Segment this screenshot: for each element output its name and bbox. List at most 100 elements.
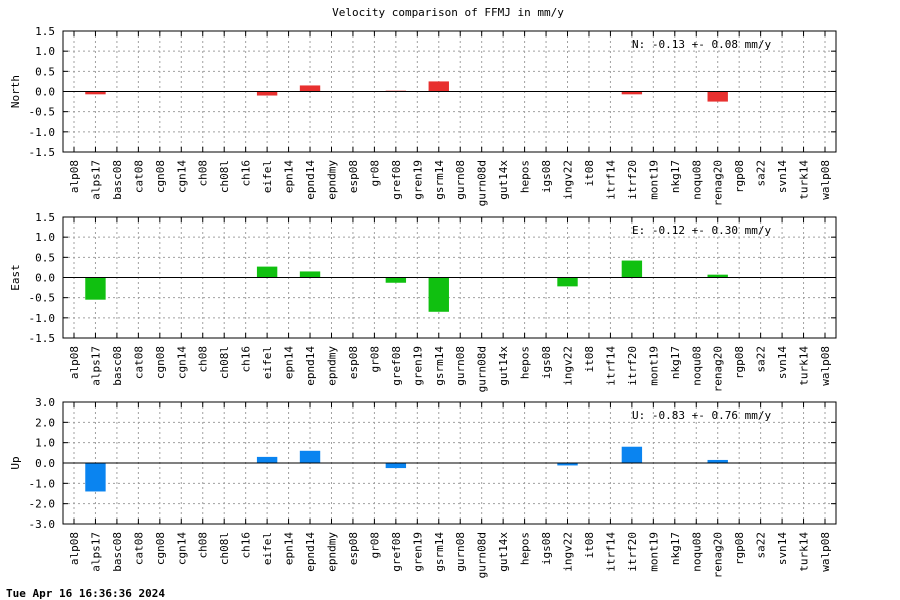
bar-epnd14 xyxy=(299,271,321,278)
x-tick-label: igs08 xyxy=(540,532,553,565)
x-tick-label: itrf14 xyxy=(604,532,617,572)
x-tick-label: basc08 xyxy=(111,532,124,572)
y-tick-label: 1.0 xyxy=(35,45,55,58)
x-tick-label: esp08 xyxy=(347,160,360,193)
footer-timestamp: Tue Apr 16 16:36:36 2024 xyxy=(6,587,165,600)
x-tick-label: ch16 xyxy=(240,532,253,559)
x-tick-label: it08 xyxy=(583,532,596,559)
x-tick-label: gurn08 xyxy=(454,532,467,572)
bar-alps17 xyxy=(85,463,106,492)
bar-renag20 xyxy=(707,459,728,463)
y-tick-label: 3.0 xyxy=(35,396,55,409)
x-tick-label: cat08 xyxy=(132,160,145,193)
x-tick-label: eifel xyxy=(261,346,274,379)
bar-itrf20 xyxy=(621,91,643,95)
x-tick-label: ch08 xyxy=(197,532,210,559)
x-tick-label: gurn08d xyxy=(476,532,489,578)
x-tick-label: gren19 xyxy=(411,160,424,200)
x-tick-label: cat08 xyxy=(132,346,145,379)
y-tick-label: -1.5 xyxy=(29,332,56,345)
x-tick-label: it08 xyxy=(583,346,596,373)
x-tick-label: itrf20 xyxy=(626,532,639,572)
x-tick-label: ingv22 xyxy=(562,532,575,572)
bar-ingv22 xyxy=(557,277,578,287)
x-tick-label: epndmy xyxy=(325,346,338,386)
y-tick-label: -1.0 xyxy=(29,477,56,490)
x-tick-label: epnd14 xyxy=(304,532,317,572)
bar-renag20 xyxy=(707,91,728,102)
bar-gsrm14 xyxy=(428,277,449,312)
x-tick-label: hepos xyxy=(519,532,532,565)
x-tick-label: eifel xyxy=(261,532,274,565)
x-tick-label: epnd14 xyxy=(304,160,317,200)
x-tick-label: turk14 xyxy=(798,532,811,572)
y-tick-label: 1.5 xyxy=(35,211,55,224)
bar-eifel xyxy=(256,266,278,278)
x-tick-label: gsrm14 xyxy=(433,346,446,386)
x-tick-label: turk14 xyxy=(798,160,811,200)
x-tick-label: cgn14 xyxy=(175,160,188,193)
x-tick-label: nkg17 xyxy=(669,532,682,565)
x-tick-label: ingv22 xyxy=(562,346,575,386)
x-tick-label: ch08l xyxy=(218,532,231,565)
page-title: Velocity comparison of FFMJ in mm/y xyxy=(332,6,564,19)
x-tick-label: rgp08 xyxy=(733,346,746,379)
x-tick-label: gurn08d xyxy=(476,346,489,392)
x-tick-label: cgn08 xyxy=(154,532,167,565)
x-tick-label: gsrm14 xyxy=(433,532,446,572)
x-tick-label: sa22 xyxy=(755,532,768,559)
x-tick-label: gren19 xyxy=(411,532,424,572)
x-tick-label: renag20 xyxy=(712,160,725,206)
x-tick-label: turk14 xyxy=(798,346,811,386)
x-tick-label: gut14x xyxy=(497,346,510,386)
y-tick-label: 1.0 xyxy=(35,231,55,244)
x-tick-label: ch16 xyxy=(240,160,253,187)
x-tick-label: basc08 xyxy=(111,346,124,386)
y-tick-label: 2.0 xyxy=(35,416,55,429)
x-tick-label: hepos xyxy=(519,346,532,379)
stats-annotation: U: -0.83 +- 0.76 mm/y xyxy=(632,409,771,422)
x-tick-label: gr08 xyxy=(368,532,381,559)
x-tick-label: walp08 xyxy=(819,160,832,200)
x-tick-label: gut14x xyxy=(497,532,510,572)
x-tick-label: noqu08 xyxy=(690,160,703,200)
x-tick-label: igs08 xyxy=(540,160,553,193)
bar-itrf20 xyxy=(621,260,643,278)
bar-gsrm14 xyxy=(428,81,449,92)
x-tick-label: gurn08 xyxy=(454,346,467,386)
y-tick-label: -0.5 xyxy=(29,292,56,305)
x-tick-label: epnd14 xyxy=(304,346,317,386)
bar-epnd14 xyxy=(299,85,321,92)
x-tick-label: walp08 xyxy=(819,346,832,386)
y-tick-label: -1.0 xyxy=(29,312,56,325)
x-tick-label: gut14x xyxy=(497,160,510,200)
x-tick-label: itrf14 xyxy=(604,346,617,386)
x-tick-label: it08 xyxy=(583,160,596,187)
x-tick-label: svn14 xyxy=(776,532,789,565)
x-tick-label: ch08l xyxy=(218,346,231,379)
stats-annotation: N: -0.13 +- 0.08 mm/y xyxy=(632,38,771,51)
x-tick-label: gsrm14 xyxy=(433,160,446,200)
x-tick-label: noqu08 xyxy=(690,346,703,386)
x-tick-label: gurn08d xyxy=(476,160,489,206)
x-tick-label: cat08 xyxy=(132,532,145,565)
x-tick-label: itrf20 xyxy=(626,346,639,386)
plot-frame xyxy=(62,401,837,525)
x-tick-label: igs08 xyxy=(540,346,553,379)
x-tick-label: mont19 xyxy=(647,532,660,572)
plot-frame xyxy=(62,216,837,339)
bar-itrf20 xyxy=(621,446,643,463)
x-tick-label: alps17 xyxy=(89,346,102,386)
bar-renag20 xyxy=(707,274,728,278)
bar-alps17 xyxy=(85,91,106,95)
x-tick-label: alp08 xyxy=(68,160,81,193)
x-tick-label: rgp08 xyxy=(733,532,746,565)
x-tick-label: esp08 xyxy=(347,532,360,565)
y-axis-label: Up xyxy=(9,456,22,469)
x-tick-label: alps17 xyxy=(89,532,102,572)
x-tick-label: cgn14 xyxy=(175,532,188,565)
x-tick-label: renag20 xyxy=(712,346,725,392)
x-tick-label: epndmy xyxy=(325,160,338,200)
x-tick-label: svn14 xyxy=(776,160,789,193)
